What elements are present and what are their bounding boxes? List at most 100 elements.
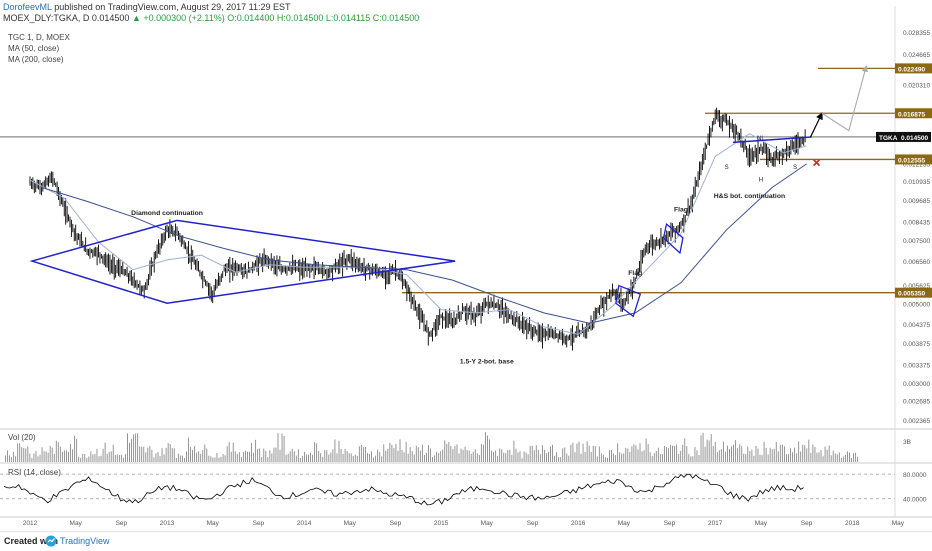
volume-bar <box>568 455 570 462</box>
volume-bar <box>421 444 423 462</box>
volume-bar <box>755 445 757 462</box>
volume-bar <box>617 443 619 462</box>
volume-bar <box>74 435 76 462</box>
volume-bar <box>407 453 409 462</box>
volume-legend[interactable]: Vol (20) <box>8 433 36 442</box>
x-tick-label: May <box>481 520 494 527</box>
volume-bar <box>686 446 688 462</box>
volume-bar <box>417 447 419 462</box>
volume-bar <box>704 446 706 462</box>
volume-bar <box>720 449 722 462</box>
volume-bar <box>554 455 556 462</box>
volume-bar <box>550 446 551 462</box>
volume-bar <box>277 433 279 462</box>
volume-bar <box>92 454 94 462</box>
volume-bar <box>261 456 263 462</box>
rsi-legend[interactable]: RSI (14, close) <box>8 468 61 477</box>
volume-bar <box>373 457 375 462</box>
volume-bar <box>690 456 692 462</box>
volume-bar <box>818 452 820 462</box>
volume-bar <box>769 447 771 462</box>
volume-bar <box>448 442 450 462</box>
volume-bar <box>78 456 80 462</box>
volume-bar <box>767 454 769 462</box>
rsi-line <box>3 473 804 506</box>
volume-bar <box>37 456 39 462</box>
publish-line: DorofeevML published on TradingView.com,… <box>3 2 291 12</box>
volume-bar <box>332 449 334 462</box>
volume-bar <box>450 445 452 462</box>
volume-bar <box>849 452 850 462</box>
volume-bar <box>822 456 824 462</box>
volume-bar <box>655 450 657 462</box>
volume-bar <box>857 456 859 462</box>
volume-bar <box>489 439 490 462</box>
volume-bar <box>482 444 484 462</box>
volume-bars-group <box>5 432 859 462</box>
volume-bar <box>602 454 604 462</box>
volume-bar <box>604 457 606 462</box>
volume-bar <box>102 448 104 462</box>
volume-bar <box>324 450 326 462</box>
volume-bar <box>832 450 834 462</box>
x-tick-label: 2014 <box>297 520 312 527</box>
level-price-label: 0.016875 <box>898 111 925 118</box>
author-name[interactable]: DorofeevML <box>3 2 52 12</box>
chart-annotation: NL <box>757 136 765 142</box>
volume-bar <box>367 453 368 462</box>
volume-bar <box>472 451 474 462</box>
volume-bar <box>765 447 767 462</box>
target-arrow-2 <box>821 65 868 132</box>
volume-bar <box>9 455 10 462</box>
volume-bar <box>269 450 271 462</box>
volume-bar <box>712 446 714 462</box>
volume-bar <box>525 452 527 462</box>
volume-bar <box>847 451 848 462</box>
volume-bar <box>432 456 434 462</box>
volume-bar <box>548 451 549 462</box>
volume-bar <box>594 446 596 462</box>
x-tick-label: Sep <box>390 520 402 527</box>
volume-bar <box>43 451 45 462</box>
volume-bar <box>722 441 724 462</box>
tradingview-brand[interactable]: TradingView <box>60 536 110 546</box>
volume-bar <box>188 437 189 462</box>
chart-annotation: Flag <box>674 206 688 213</box>
volume-bar <box>183 458 185 462</box>
volume-bar <box>838 452 840 462</box>
x-tick-label: Sep <box>527 520 539 527</box>
main-pane-title[interactable]: TGC 1, D, MOEX <box>8 33 70 42</box>
volume-bar <box>151 449 153 462</box>
volume-bar <box>621 453 623 462</box>
volume-bar <box>521 458 523 462</box>
volume-bar <box>643 450 645 462</box>
volume-bar <box>19 443 21 462</box>
volume-bar <box>61 451 63 462</box>
volume-bar <box>375 455 377 462</box>
x-tick-label: May <box>618 520 631 527</box>
volume-bar <box>200 453 202 462</box>
volume-bar <box>322 456 324 462</box>
volume-bar <box>45 451 47 462</box>
volume-bar <box>747 446 749 462</box>
volume-bar <box>181 455 183 462</box>
volume-bar <box>131 438 132 462</box>
volume-bar <box>607 457 608 462</box>
volume-bar <box>802 444 804 462</box>
chart-annotation: Diamond continuation <box>131 210 203 217</box>
volume-bar <box>560 457 562 462</box>
volume-bar <box>844 454 846 462</box>
volume-bar <box>391 444 393 462</box>
ma200-legend[interactable]: MA (200, close) <box>8 55 64 64</box>
volume-bar <box>76 438 78 462</box>
volume-bar <box>533 450 535 462</box>
volume-bar <box>834 453 836 462</box>
ma50-legend[interactable]: MA (50, close) <box>8 44 60 53</box>
volume-bar <box>753 455 755 462</box>
price-chart-svg[interactable]: 0.0283550.0246650.0203100.0171500.014500… <box>0 0 932 530</box>
volume-bar <box>757 448 759 462</box>
volume-bar <box>320 453 322 462</box>
volume-bar <box>120 454 122 462</box>
volume-bar <box>17 443 19 462</box>
